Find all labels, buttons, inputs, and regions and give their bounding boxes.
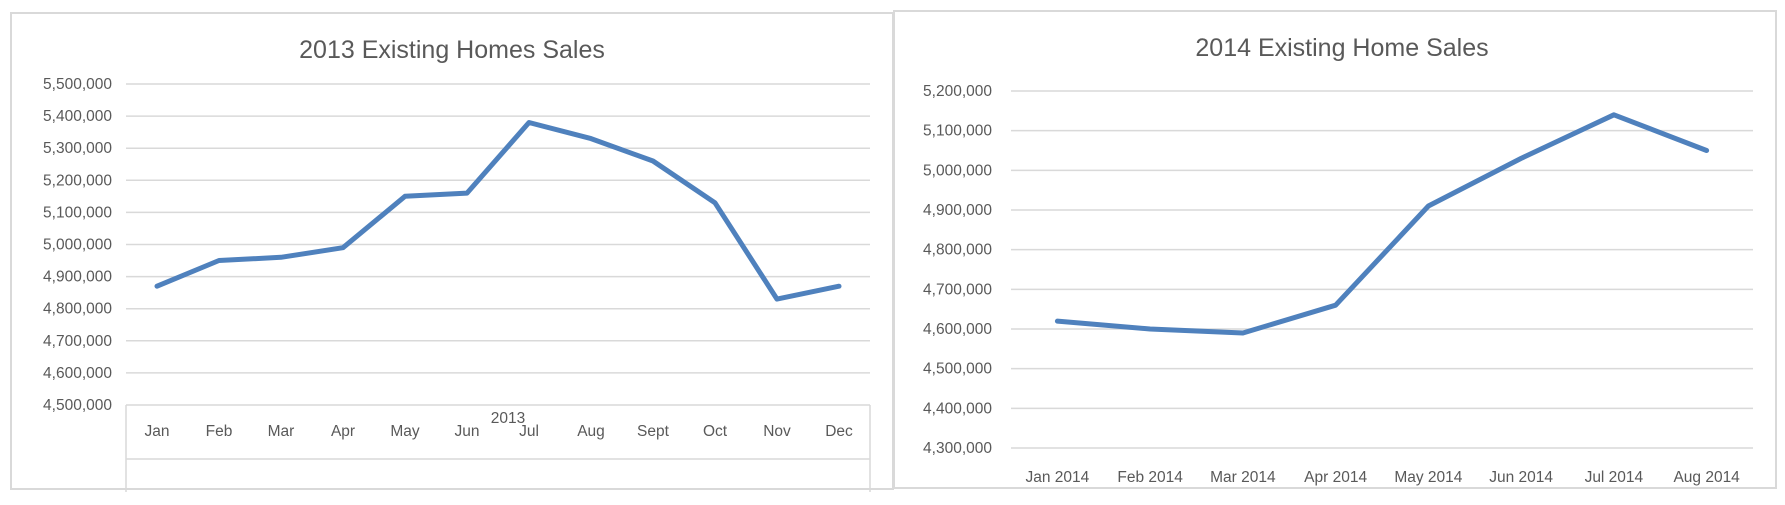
y-tick-label: 4,900,000 — [43, 269, 112, 286]
y-tick-label: 5,000,000 — [43, 237, 112, 254]
y-tick-label: 5,500,000 — [43, 76, 112, 93]
y-tick-label: 4,800,000 — [43, 301, 112, 318]
y-tick-label: 4,500,000 — [923, 361, 992, 378]
y-tick-label: 4,400,000 — [923, 400, 992, 417]
x-tick-label: Jul 2014 — [1585, 469, 1644, 486]
y-tick-label: 4,700,000 — [923, 281, 992, 298]
y-tick-label: 4,600,000 — [43, 365, 112, 382]
y-tick-label: 5,000,000 — [923, 162, 992, 179]
x-tick-label: Jul — [519, 423, 539, 440]
x-tick-label: Aug 2014 — [1673, 469, 1740, 486]
y-tick-label: 5,200,000 — [43, 172, 112, 189]
y-tick-label: 4,700,000 — [43, 333, 112, 350]
x-tick-label: Sept — [637, 423, 670, 440]
y-tick-label: 5,200,000 — [923, 83, 992, 100]
y-tick-label: 5,100,000 — [923, 123, 992, 140]
y-tick-label: 5,400,000 — [43, 108, 112, 125]
chart-title: 2013 Existing Homes Sales — [299, 36, 605, 64]
y-tick-label: 4,900,000 — [923, 202, 992, 219]
y-tick-label: 5,100,000 — [43, 204, 112, 221]
x-tick-label: Aug — [577, 423, 605, 440]
x-tick-label: Nov — [763, 423, 791, 440]
chart-title: 2014 Existing Home Sales — [1195, 34, 1488, 62]
chart-2013-panel: 2013 Existing Homes Sales 4,500,000 4,600… — [10, 12, 894, 492]
series-line — [154, 120, 842, 302]
x-tick-label: Apr 2014 — [1304, 469, 1367, 486]
x-group-label: 2013 — [491, 410, 525, 427]
y-tick-label: 4,300,000 — [923, 440, 992, 457]
chart-2014: 2014 Existing Home Sales 4,300,000 4,400,… — [923, 34, 1753, 486]
chart-2014-panel: 2014 Existing Home Sales 4,300,000 4,400,… — [893, 10, 1777, 489]
x-tick-label: Oct — [703, 423, 728, 440]
x-tick-label: Jun 2014 — [1489, 469, 1553, 486]
y-tick-label: 4,600,000 — [923, 321, 992, 338]
y-tick-label: 4,800,000 — [923, 242, 992, 259]
x-tick-label: Jun — [455, 423, 480, 440]
x-tick-label: May — [390, 423, 420, 440]
x-tick-label: Feb — [206, 423, 233, 440]
x-tick-label: Apr — [331, 423, 355, 440]
y-tick-label: 5,300,000 — [43, 140, 112, 157]
x-tick-label: Mar 2014 — [1210, 469, 1276, 486]
x-tick-label: Feb 2014 — [1117, 469, 1183, 486]
x-tick-label: Mar — [268, 423, 295, 440]
series-line — [1054, 112, 1710, 336]
y-tick-label: 4,500,000 — [43, 397, 112, 414]
x-tick-label: May 2014 — [1394, 469, 1462, 486]
chart-2013: 2013 Existing Homes Sales 4,500,000 4,600… — [43, 36, 871, 492]
x-tick-label: Jan 2014 — [1025, 469, 1089, 486]
x-tick-label: Dec — [825, 423, 853, 440]
x-tick-label: Jan — [145, 423, 170, 440]
